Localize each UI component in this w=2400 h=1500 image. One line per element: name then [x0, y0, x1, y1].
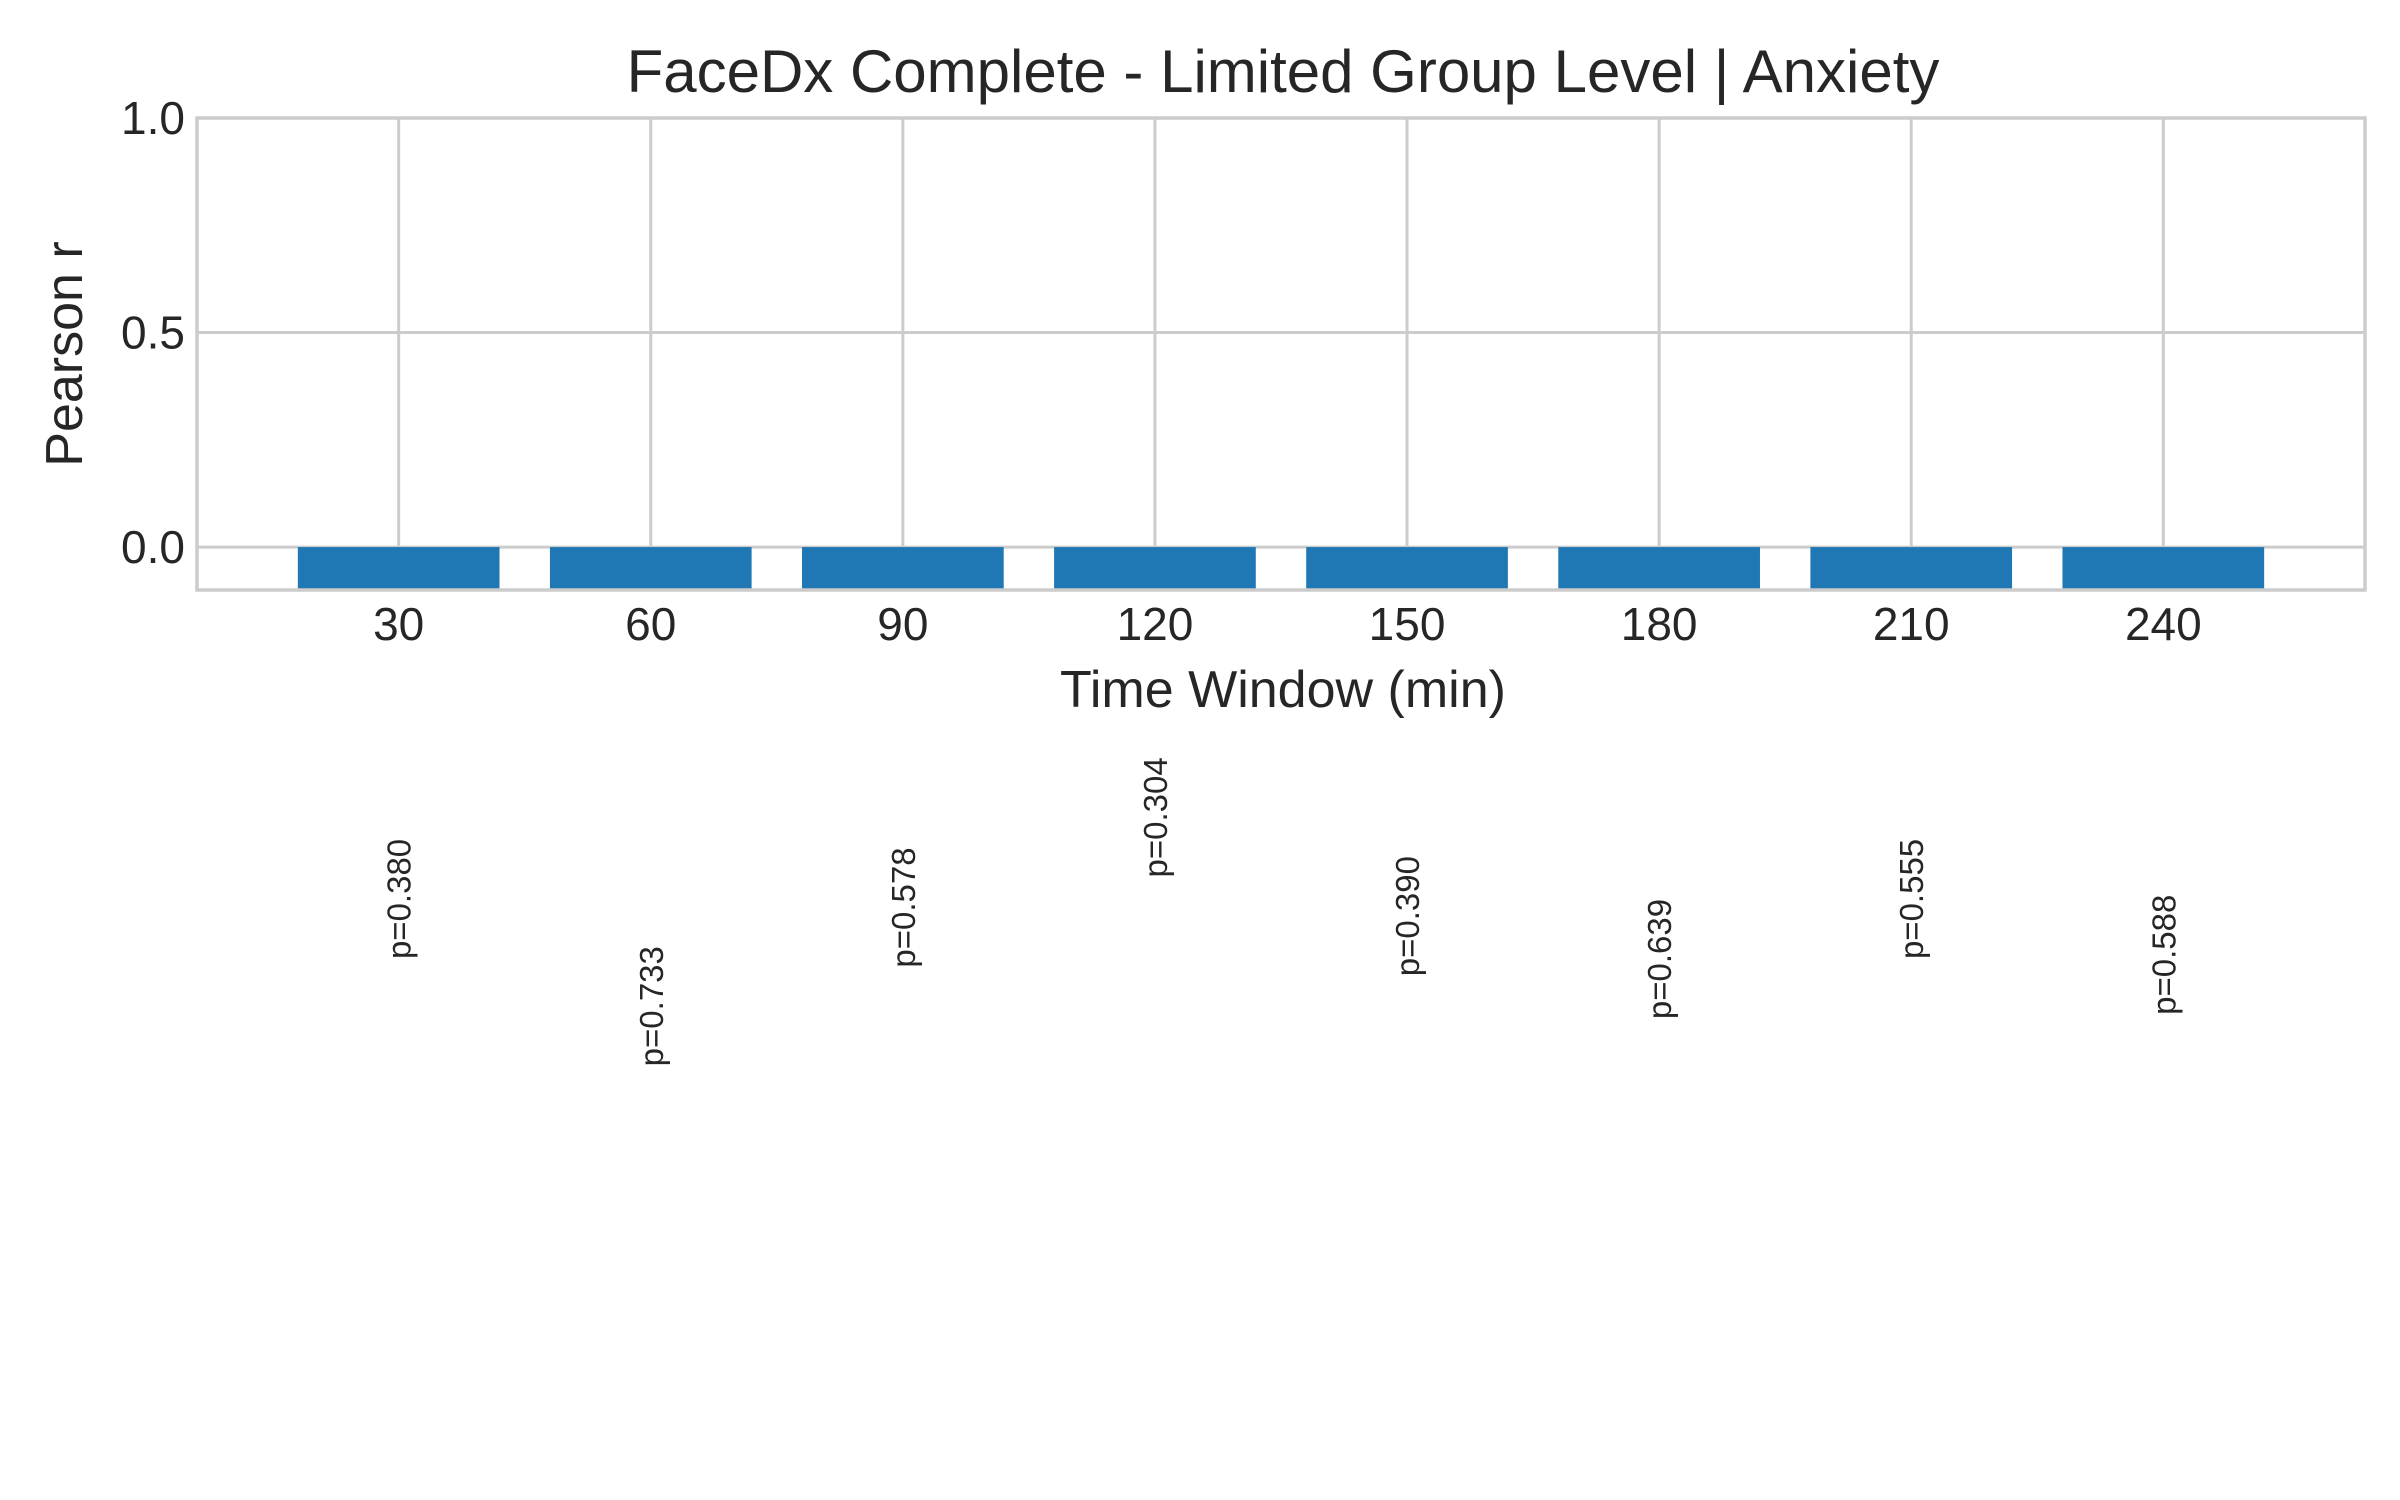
grid — [197, 116, 2365, 590]
y-tick-label: 1.0 — [121, 92, 185, 144]
p-value-label: p=0.390 — [1389, 856, 1426, 976]
bar — [297, 547, 500, 590]
p-value-labels: p=0.380 p=0.733 p=0.578 p=0.304 p=0.390 p=0.6… — [381, 757, 2183, 1066]
p-value-label: p=0.733 — [633, 946, 670, 1066]
y-ticks: 0.0 0.5 1.0 — [121, 92, 185, 573]
bar — [549, 547, 752, 590]
p-value-label: p=0.578 — [885, 847, 922, 967]
x-tick-label: 210 — [1873, 598, 1950, 650]
bars — [297, 547, 2265, 590]
y-tick-label: 0.5 — [121, 307, 185, 359]
p-value-label: p=0.380 — [381, 839, 418, 959]
p-value-label: p=0.588 — [2145, 895, 2182, 1015]
x-tick-label: 90 — [877, 598, 928, 650]
bar — [1810, 547, 2013, 590]
x-axis-label: Time Window (min) — [1060, 661, 1506, 719]
y-tick-label: 0.0 — [121, 521, 185, 573]
x-tick-label: 30 — [373, 598, 424, 650]
x-tick-label: 120 — [1117, 598, 1194, 650]
bar — [2062, 547, 2265, 590]
x-tick-label: 150 — [1369, 598, 1446, 650]
bar — [1054, 547, 1256, 590]
x-tick-label: 180 — [1621, 598, 1698, 650]
x-tick-label: 60 — [625, 598, 676, 650]
bar — [1306, 547, 1508, 590]
chart-title: FaceDx Complete - Limited Group Level | … — [627, 38, 1940, 105]
y-axis-label: Pearson r — [36, 241, 94, 466]
bar — [1558, 547, 1760, 590]
bar — [802, 547, 1004, 590]
p-value-label: p=0.304 — [1137, 757, 1174, 877]
p-value-label: p=0.639 — [1641, 899, 1678, 1019]
x-tick-label: 240 — [2125, 598, 2202, 650]
p-value-label: p=0.555 — [1893, 839, 1930, 959]
x-ticks: 30 60 90 120 150 180 210 240 — [373, 598, 2202, 650]
plot-frame — [195, 116, 2367, 592]
